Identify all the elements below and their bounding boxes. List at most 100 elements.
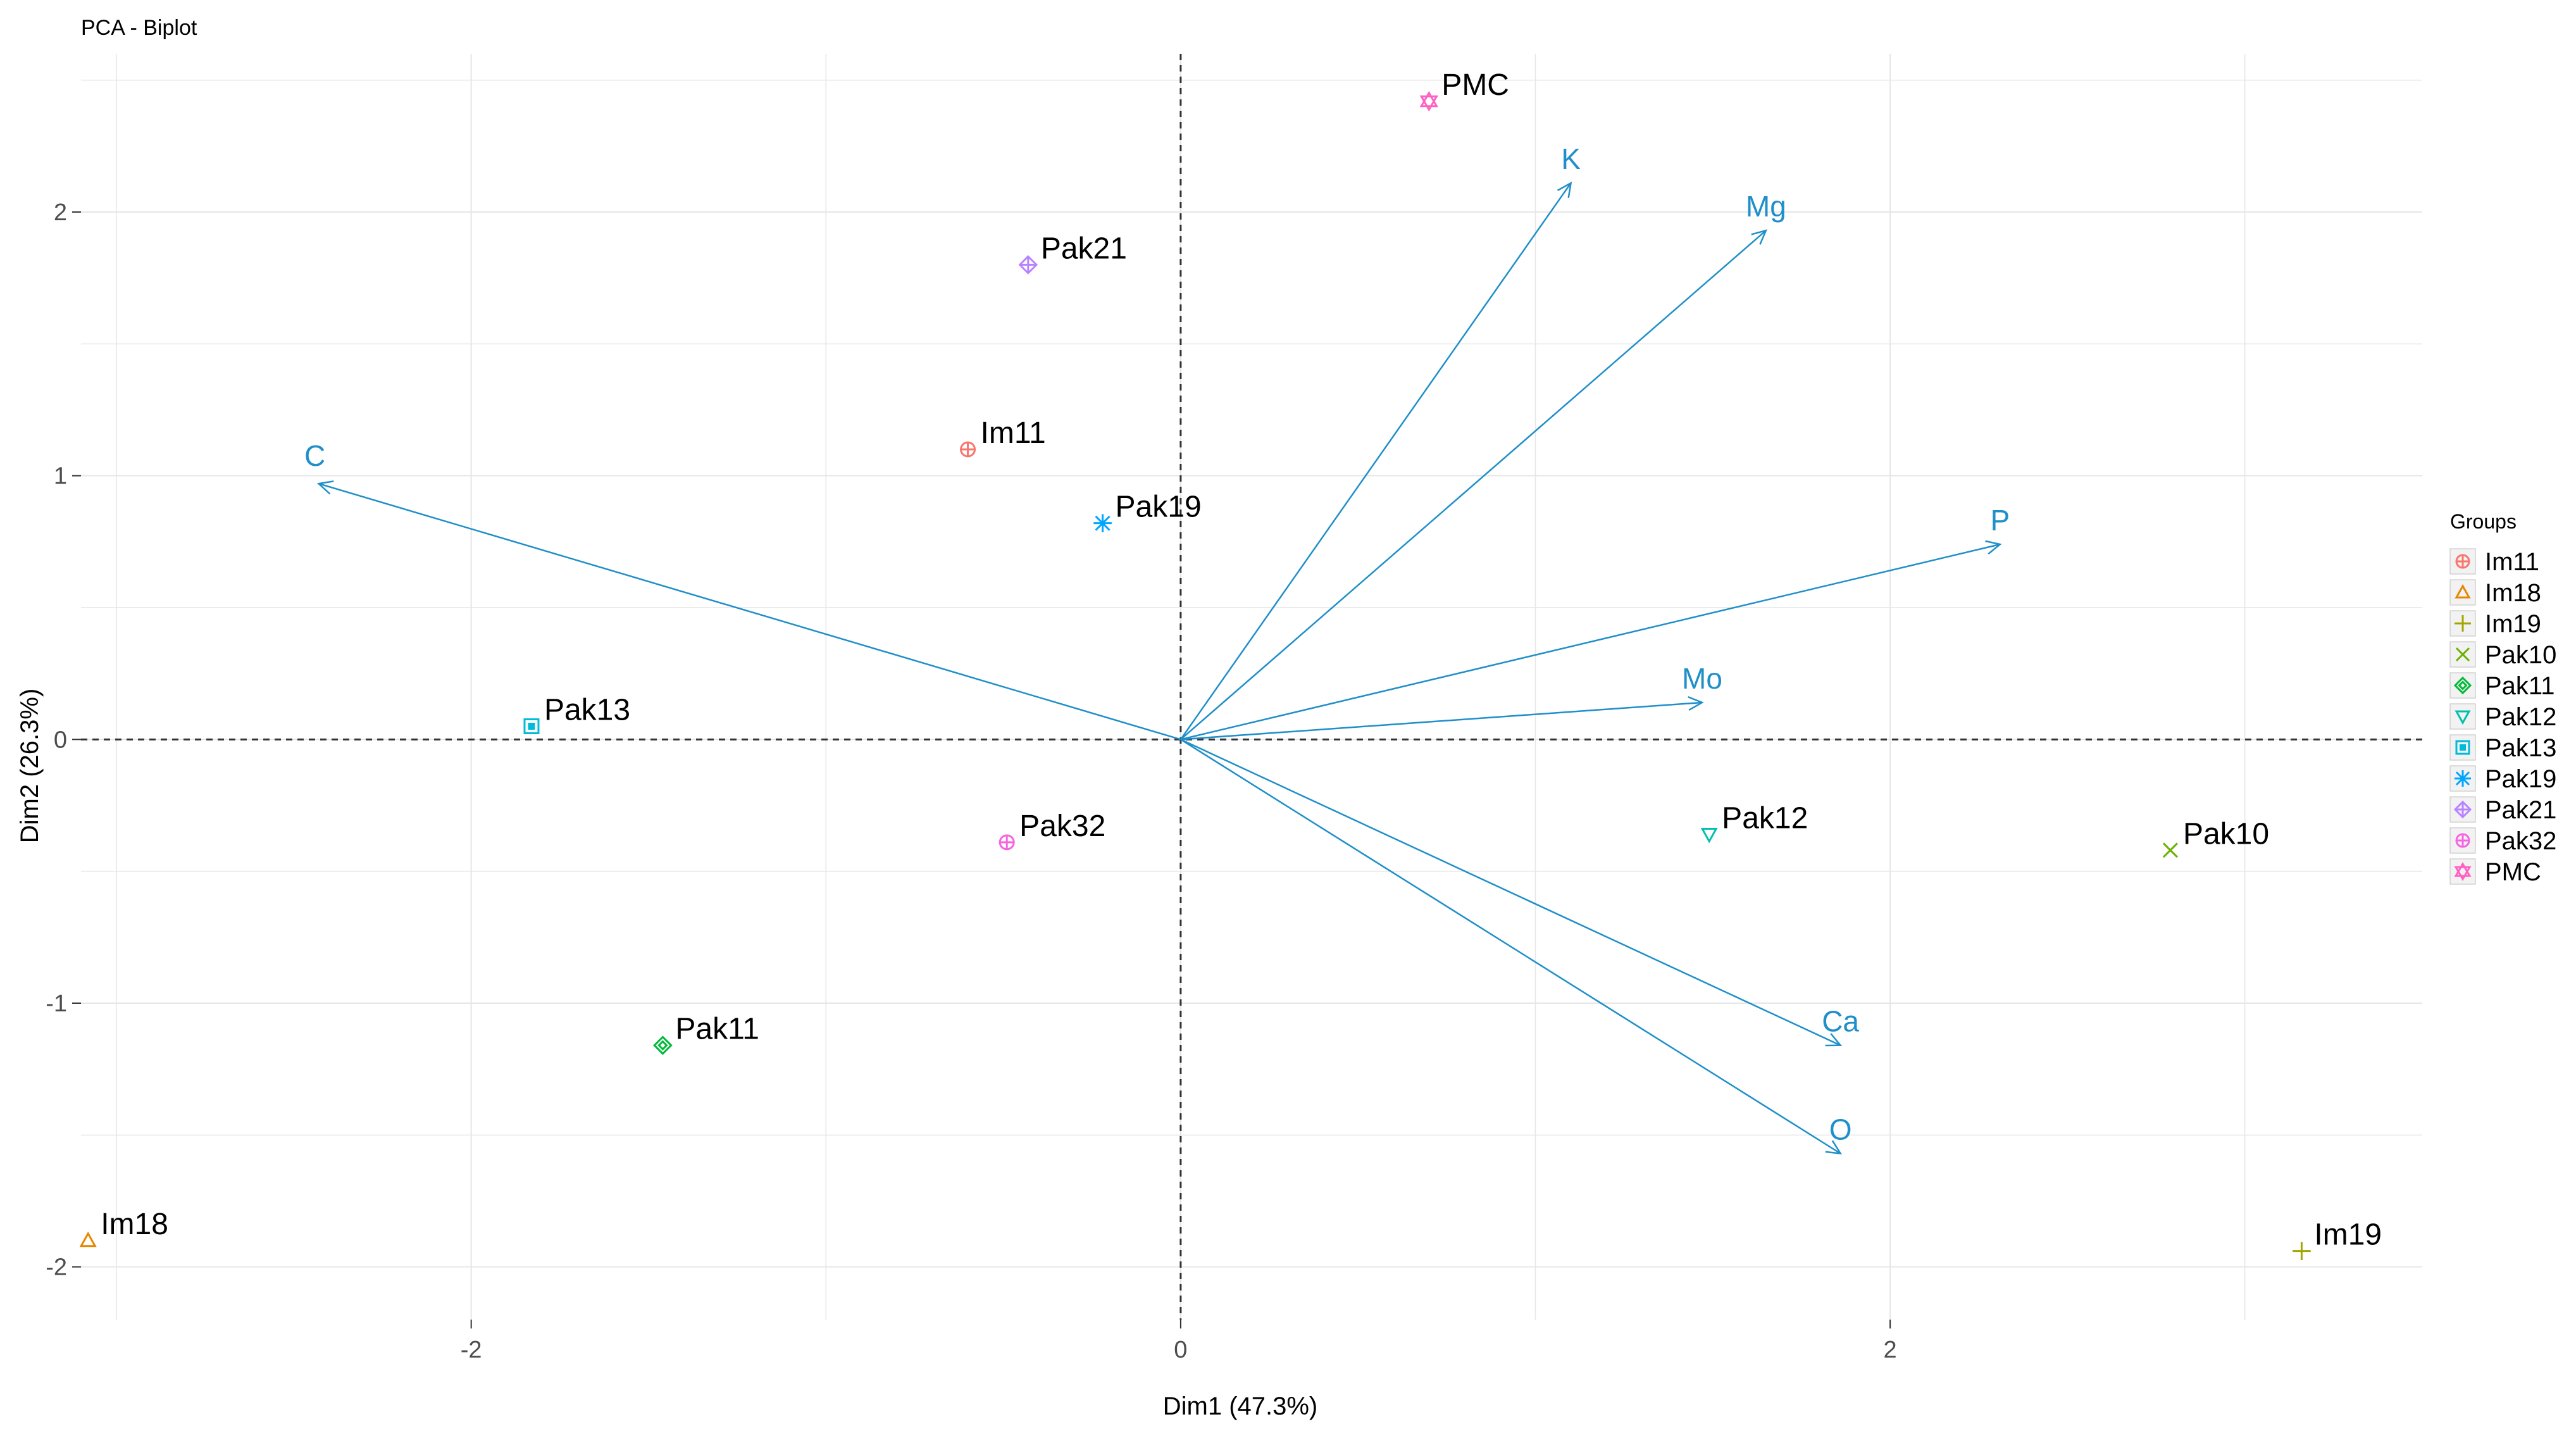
vector-p: P [1180,504,2010,740]
point-label: Im19 [2314,1218,2382,1252]
vector-label: K [1561,142,1581,175]
zero-lines [81,54,2422,1320]
point-label: Im11 [981,416,1046,450]
point-im18: Im18 [79,1208,168,1247]
legend-key-box [2449,703,2476,730]
marker-shape [528,723,535,730]
vector-line [1179,182,1572,740]
point-pak12: Pak12 [1700,801,1808,844]
vector-label: C [304,439,325,472]
vector-line [318,482,1181,740]
variable-vectors: K Mg C P Mo Ca O [304,142,2010,1155]
legend-key-box [2449,610,2476,637]
marker-shape [653,1035,673,1055]
legend-item-pmc: PMC [2449,858,2541,886]
vector-label: P [1991,504,2010,537]
marker-shape [2458,680,2468,691]
vector-o: O [1180,739,1852,1155]
vector-arrowhead [1825,1033,1843,1047]
vector-label: O [1829,1113,1852,1146]
point-label: Pak11 [675,1013,759,1046]
legend-item-pak13: Pak13 [2449,734,2556,762]
legend-item-pak10: Pak10 [2449,641,2556,669]
vector-label: Ca [1822,1005,1859,1038]
grid [81,54,2422,1320]
marker-shape [2455,647,2470,662]
point-label: Pak10 [2183,817,2269,851]
x-tick-label: -2 [461,1337,482,1363]
vector-c: C [304,439,1181,740]
legend-label: Pak12 [2485,703,2556,731]
y-tick-label: -2 [46,1254,67,1281]
vector-mo: Mo [1180,662,1722,740]
vector-mg: Mg [1180,190,1786,740]
point-pak32: Pak32 [999,809,1105,851]
legend: Groups Im11 Im18 Im19 Pak10 Pak11 Pak12 Pak13 Pa… [2449,510,2556,886]
marker-shape [2455,771,2470,786]
marker-shape [2162,842,2179,858]
point-im19: Im19 [2293,1218,2382,1260]
legend-item-im11: Im11 [2449,548,2539,576]
marker-shape [2455,740,2470,755]
legend-label: Pak32 [2485,827,2556,855]
x-tick-label: 0 [1174,1337,1187,1363]
marker-shape [2454,866,2472,881]
marker-shape [2455,710,2471,725]
point-pak21: Pak21 [1018,232,1127,275]
legend-item-pak32: Pak32 [2449,827,2556,855]
marker-shape [1419,95,1439,112]
marker-shape [2453,676,2472,695]
legend-label: Pak21 [2485,796,2556,824]
point-label: PMC [1441,68,1509,102]
point-label: Pak13 [544,694,630,727]
point-label: Pak32 [1019,809,1105,843]
marker-shape [1419,91,1439,108]
marker-shape [79,1231,97,1247]
legend-label: PMC [2485,858,2541,886]
y-tick-label: 2 [54,199,67,226]
point-label: Pak19 [1116,491,1202,524]
legend-item-pak12: Pak12 [2449,703,2556,731]
legend-item-pak21: Pak21 [2449,796,2556,824]
legend-label: Im18 [2485,579,2541,607]
vector-line [1180,543,2001,740]
legend-item-pak11: Pak11 [2449,672,2554,700]
point-pak11: Pak11 [653,1013,759,1055]
legend-item-im19: Im19 [2449,610,2541,638]
marker-shape [657,1040,668,1051]
x-tick-label: 2 [1884,1337,1897,1363]
legend-label: Im11 [2485,548,2539,576]
point-label: Im18 [101,1208,168,1241]
point-im11: Im11 [960,416,1046,458]
vector-line [1180,701,1703,740]
legend-label: Pak19 [2485,765,2556,793]
vector-arrowhead [1557,181,1572,199]
vector-line [1180,739,1841,1046]
vector-arrowhead [1985,540,2002,555]
legend-key-box [2449,579,2476,606]
marker-shape [1095,515,1111,531]
point-pak10: Pak10 [2162,817,2269,858]
vector-label: Mo [1682,662,1722,695]
point-pak13: Pak13 [523,694,630,734]
marker-shape [2454,862,2472,877]
legend-label: Pak11 [2485,672,2554,700]
point-pmc: PMC [1419,68,1509,112]
vector-ca: Ca [1180,739,1859,1047]
vector-arrowhead [316,480,334,495]
marker-shape [523,718,540,734]
vector-line [1180,230,1767,740]
vector-arrowhead [1688,696,1704,711]
marker-shape [2460,744,2466,751]
legend-title: Groups [2450,510,2517,533]
legend-label: Im19 [2485,610,2541,638]
vector-line [1180,739,1841,1154]
axes: -2 0 2 -2 -1 0 1 2 [46,199,1896,1363]
y-axis-title: Dim2 (26.3%) [16,689,44,844]
legend-item-im18: Im18 [2449,579,2541,607]
point-label: Pak12 [1722,801,1808,835]
legend-item-pak19: Pak19 [2449,765,2556,793]
vector-arrowhead [1825,1140,1843,1155]
vector-label: Mg [1746,190,1786,223]
